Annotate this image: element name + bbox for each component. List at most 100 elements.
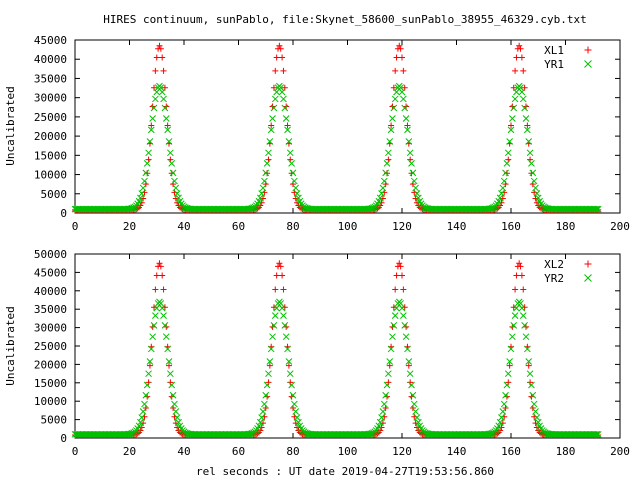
x-tick-label: 180 [556, 445, 576, 458]
x-tick-label: 140 [447, 445, 467, 458]
data-point [171, 177, 178, 185]
data-point [138, 190, 146, 197]
data-point [281, 104, 289, 112]
y-tick-label: 35000 [34, 303, 67, 316]
data-point [413, 199, 420, 206]
data-point [385, 370, 392, 378]
data-point [289, 391, 297, 399]
data-point [141, 177, 148, 185]
data-point [525, 138, 533, 145]
data-point [278, 304, 286, 312]
data-point [166, 362, 173, 369]
data-point [153, 54, 160, 61]
data-point [159, 54, 166, 61]
x-tick-label: 200 [610, 445, 630, 458]
data-point [292, 184, 300, 192]
y-tick-label: 15000 [34, 149, 67, 162]
y-tick-label: 20000 [34, 358, 67, 371]
data-point [265, 370, 272, 378]
x-tick-label: 0 [72, 445, 79, 458]
data-point [408, 160, 415, 167]
data-point [376, 418, 384, 426]
data-point [397, 300, 404, 307]
data-point [259, 184, 267, 192]
data-point [167, 149, 174, 157]
data-point [289, 169, 297, 177]
data-point [257, 427, 264, 434]
data-point [295, 194, 302, 202]
data-point [149, 333, 157, 341]
data-point [272, 286, 279, 293]
data-point [523, 345, 531, 353]
data-point [504, 370, 512, 378]
data-point [277, 45, 284, 52]
data-point [284, 122, 291, 129]
data-point [530, 177, 538, 185]
data-point [532, 184, 539, 192]
data-point [496, 194, 504, 202]
data-point [141, 400, 148, 408]
data-point [276, 260, 283, 267]
data-point [517, 300, 524, 307]
data-point [378, 199, 385, 206]
plot-frame [74, 39, 621, 214]
bottom-panel: 0 20 40 60 80 100 120 140 160 180 200 0 5000 10000 150… [4, 248, 630, 458]
data-point [156, 42, 163, 49]
data-point [263, 381, 271, 389]
data-point [137, 427, 144, 434]
y-tick-label: 45000 [34, 34, 67, 47]
plot-frame [74, 253, 621, 439]
data-point [273, 272, 280, 279]
y-tick-label: 25000 [34, 111, 67, 124]
data-point [593, 430, 601, 438]
data-point [528, 160, 535, 167]
data-point [376, 194, 384, 202]
data-point [157, 45, 164, 52]
data-point [397, 45, 404, 52]
x-axis-label: rel seconds : UT date 2019-04-27T19:53:5… [196, 465, 494, 478]
data-point [382, 391, 390, 399]
data-point [282, 333, 290, 341]
data-point [157, 263, 164, 270]
data-point [510, 321, 518, 329]
data-point [146, 138, 154, 145]
y-tick-label: 45000 [34, 266, 67, 279]
data-point [387, 345, 395, 353]
data-point [533, 199, 540, 206]
data-point [387, 126, 395, 134]
data-point [385, 149, 392, 157]
data-point [500, 177, 508, 185]
data-point [138, 424, 145, 431]
data-point [512, 286, 519, 293]
data-point [498, 199, 505, 206]
data-point [502, 391, 509, 399]
series-XL1 [72, 42, 602, 213]
data-point [389, 115, 396, 122]
data-point [167, 379, 174, 386]
data-point [161, 321, 169, 329]
data-point [157, 84, 165, 91]
data-point [162, 333, 170, 341]
data-point [276, 42, 283, 49]
data-point [272, 67, 279, 74]
data-point [277, 84, 285, 91]
data-point [278, 88, 286, 96]
data-point [375, 422, 383, 430]
data-point [291, 177, 298, 185]
data-point [138, 414, 146, 421]
data-point [529, 391, 537, 399]
data-point [523, 126, 531, 134]
data-point [280, 95, 287, 103]
data-point [401, 104, 409, 112]
y-tick-label: 20000 [34, 130, 67, 143]
data-point [375, 197, 383, 205]
data-point [280, 286, 287, 293]
data-point [386, 358, 394, 365]
data-point [262, 169, 270, 177]
data-point [293, 414, 301, 421]
data-point [392, 286, 399, 293]
data-point [495, 197, 503, 205]
data-point [147, 126, 155, 134]
data-point [139, 408, 147, 415]
data-point [159, 272, 166, 279]
